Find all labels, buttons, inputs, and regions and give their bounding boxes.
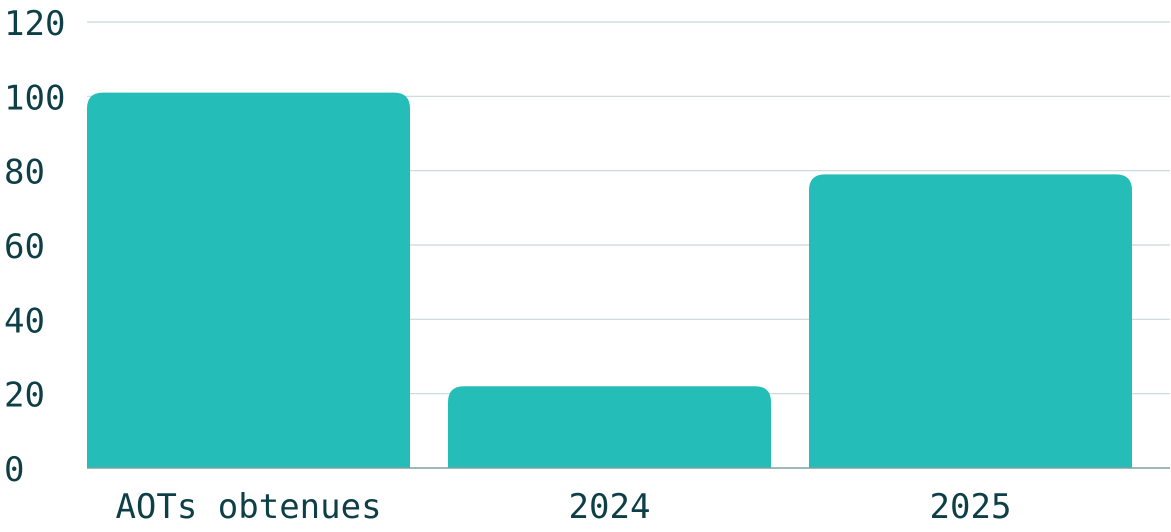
bars [87,92,1132,468]
x-tick-label: AOTs obtenues [115,487,381,527]
y-tick-label: 80 [4,153,45,193]
y-tick-label: 100 [4,78,65,118]
y-tick-label: 60 [4,227,45,267]
x-tick-label: 2024 [569,487,651,527]
bar-aots-obtenues [87,92,410,468]
y-tick-label: 120 [4,4,65,44]
bar-2024 [448,386,771,468]
y-tick-label: 20 [4,376,45,416]
x-tick-label: 2025 [930,487,1012,527]
bar-2025 [809,174,1132,468]
x-axis-ticks: AOTs obtenues 2024 2025 [115,487,1011,527]
y-tick-label: 0 [4,450,24,490]
y-axis-ticks: 0 20 40 60 80 100 120 [4,4,65,490]
y-tick-label: 40 [4,301,45,341]
